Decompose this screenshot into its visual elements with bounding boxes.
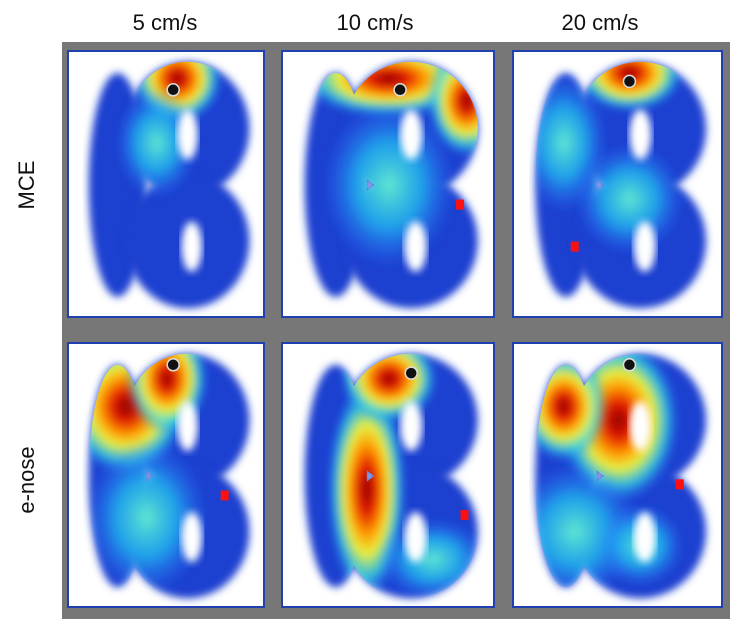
- sink-marker: [570, 241, 579, 252]
- sink-marker: [456, 199, 465, 210]
- hole: [629, 109, 652, 160]
- panels: [67, 50, 723, 608]
- column-label: 5 cm/s: [133, 10, 198, 35]
- row-label: e-nose: [14, 446, 39, 513]
- heatmap-panel: [67, 50, 265, 318]
- sink-marker: [220, 490, 229, 501]
- hole: [633, 512, 656, 563]
- hole: [177, 400, 198, 451]
- heatmap-panel: [281, 342, 495, 608]
- heatmap-panel: [67, 342, 265, 608]
- heat-spot: [426, 61, 478, 157]
- hole: [400, 109, 423, 160]
- hole: [181, 221, 203, 272]
- hole: [400, 400, 423, 451]
- heatmap-panel: [512, 50, 723, 318]
- heat-spot: [88, 439, 209, 596]
- hole: [629, 400, 652, 451]
- heat-spot: [322, 101, 456, 269]
- source-marker: [393, 83, 407, 97]
- sink-marker: [460, 509, 469, 520]
- source-marker: [404, 366, 418, 380]
- hole: [404, 221, 427, 272]
- source-marker: [622, 358, 637, 372]
- hole: [404, 512, 427, 563]
- source-marker: [622, 74, 637, 89]
- hole: [177, 109, 198, 160]
- hole: [633, 221, 656, 272]
- heat-spot: [574, 61, 685, 113]
- heat-spot: [574, 143, 685, 255]
- row-label: MCE: [14, 161, 39, 210]
- source-marker: [166, 358, 180, 372]
- heat-layer: [304, 61, 478, 269]
- hole: [181, 512, 203, 563]
- column-label: 20 cm/s: [561, 10, 638, 35]
- sink-marker: [675, 479, 684, 490]
- column-label: 10 cm/s: [336, 10, 413, 35]
- source-marker: [166, 83, 180, 97]
- heatmap-panel: [512, 342, 723, 608]
- heat-layer: [115, 61, 223, 199]
- heat-spot: [115, 87, 198, 199]
- heatmap-panel: [281, 50, 495, 318]
